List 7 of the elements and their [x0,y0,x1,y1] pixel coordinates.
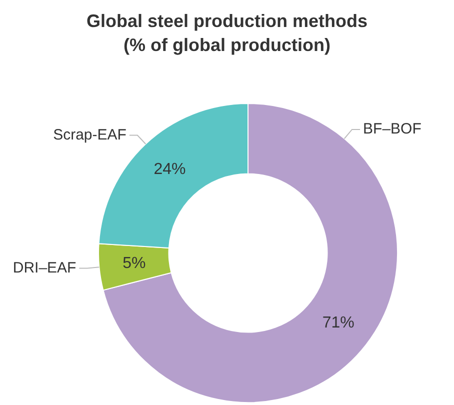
chart-title: Global steel production methods (% of global production) [86,10,368,55]
slice-label: Scrap-EAF [53,126,126,144]
data-label: 5% [122,255,146,272]
data-label: 71% [322,314,354,332]
data-label: 24% [154,161,186,178]
slice-label: DRI–EAF [12,259,76,276]
slice-label: BF–BOF [363,120,422,138]
